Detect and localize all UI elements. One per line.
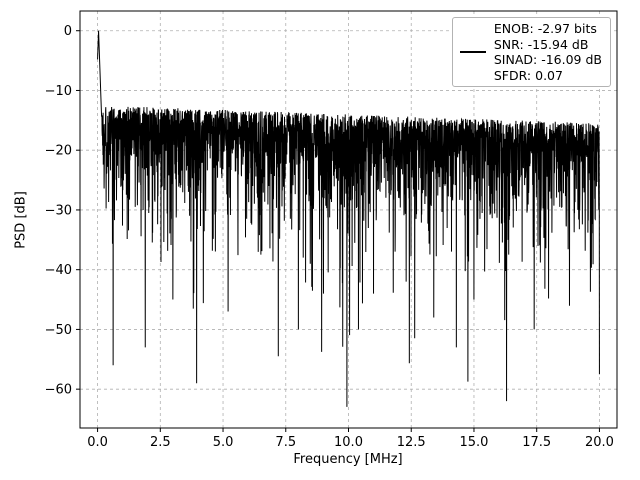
- y-tick-label: −30: [45, 203, 72, 218]
- x-tick-label: 17.5: [522, 435, 551, 450]
- x-tick-label: 12.5: [397, 435, 426, 450]
- legend-text-block: ENOB: -2.97 bits SNR: -15.94 dB SINAD: -…: [494, 21, 602, 83]
- x-tick-label: 15.0: [459, 435, 488, 450]
- legend-sinad: SINAD: -16.09 dB: [493, 52, 602, 67]
- legend-snr: SNR: -15.94 dB: [493, 36, 589, 52]
- x-tick-label: 0.0: [87, 435, 108, 450]
- legend-line-sample: [459, 51, 486, 53]
- y-tick-label: 0: [64, 24, 72, 39]
- axes-frame: [79, 10, 618, 429]
- y-tick-label: −50: [45, 323, 72, 338]
- y-tick-label: −10: [45, 84, 72, 99]
- x-tick-label: 5.0: [213, 435, 234, 450]
- legend-enob: ENOB: -2.97 bits: [493, 21, 597, 36]
- psd-trace: [97, 30, 600, 407]
- y-tick-label: −20: [45, 144, 72, 159]
- x-tick-label: 10.0: [334, 435, 363, 450]
- x-tick-label: 20.0: [585, 435, 614, 450]
- legend-sfdr: SFDR: 0.07: [493, 67, 563, 83]
- y-axis-label: PSD [dB]: [13, 191, 29, 249]
- legend: ENOB: -2.97 bits SNR: -15.94 dB SINAD: -…: [451, 17, 611, 87]
- y-tick-label: −60: [45, 383, 72, 398]
- x-tick-label: 7.5: [275, 435, 296, 450]
- x-axis-label: Frequency [MHz]: [293, 452, 403, 467]
- x-tick-label: 2.5: [150, 435, 171, 450]
- y-tick-label: −40: [45, 263, 72, 278]
